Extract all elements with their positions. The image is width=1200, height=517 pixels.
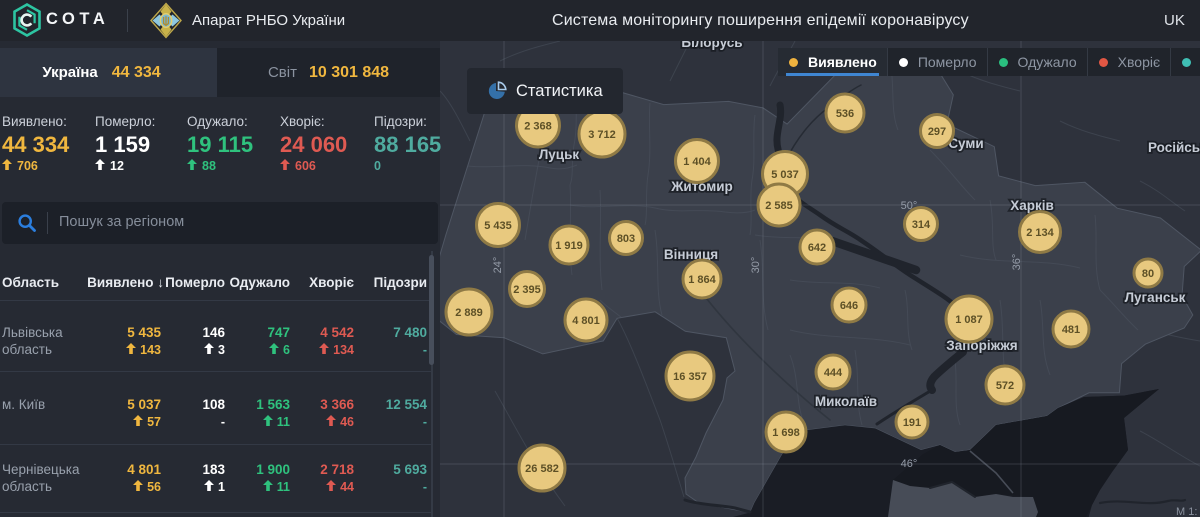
svg-text:1 698: 1 698	[772, 427, 800, 439]
svg-text:803: 803	[617, 233, 635, 245]
svg-text:2 585: 2 585	[765, 200, 793, 212]
svg-text:2 368: 2 368	[524, 121, 552, 133]
svg-text:М 1:: М 1:	[1176, 506, 1197, 517]
svg-text:Луганськ: Луганськ	[1125, 290, 1186, 305]
svg-text:5 037: 5 037	[771, 169, 799, 181]
svg-text:46°: 46°	[901, 458, 918, 470]
svg-text:572: 572	[996, 380, 1014, 392]
svg-text:2 889: 2 889	[455, 307, 483, 319]
svg-text:5 435: 5 435	[484, 220, 512, 232]
svg-text:191: 191	[903, 417, 921, 429]
svg-text:Луцьк: Луцьк	[539, 147, 580, 162]
svg-text:2 134: 2 134	[1026, 227, 1054, 239]
svg-text:30°: 30°	[750, 257, 762, 274]
svg-text:3 712: 3 712	[588, 129, 616, 141]
svg-text:1 919: 1 919	[555, 240, 583, 252]
svg-text:444: 444	[824, 367, 843, 379]
svg-text:4 801: 4 801	[572, 315, 600, 327]
svg-text:Миколаїв: Миколаїв	[815, 394, 877, 409]
svg-text:Харків: Харків	[1010, 198, 1054, 213]
svg-text:646: 646	[840, 300, 858, 312]
svg-text:1 404: 1 404	[683, 156, 711, 168]
svg-text:314: 314	[912, 219, 931, 231]
svg-text:1 864: 1 864	[688, 274, 716, 286]
svg-text:481: 481	[1062, 324, 1080, 336]
svg-text:36°: 36°	[1011, 254, 1023, 271]
svg-text:16 357: 16 357	[673, 371, 707, 383]
svg-text:1 087: 1 087	[955, 314, 983, 326]
svg-text:2 395: 2 395	[513, 284, 541, 296]
svg-text:24°: 24°	[492, 257, 504, 274]
svg-text:Житомир: Житомир	[670, 179, 733, 194]
svg-text:536: 536	[836, 108, 854, 120]
svg-text:Російська: Російська	[1148, 140, 1200, 155]
svg-text:Вінниця: Вінниця	[664, 247, 718, 262]
svg-text:Білорусь: Білорусь	[681, 41, 742, 50]
svg-text:Суми: Суми	[948, 136, 983, 151]
svg-text:26 582: 26 582	[525, 463, 559, 475]
svg-text:642: 642	[808, 242, 826, 254]
svg-text:297: 297	[928, 126, 946, 138]
svg-text:80: 80	[1142, 268, 1154, 280]
